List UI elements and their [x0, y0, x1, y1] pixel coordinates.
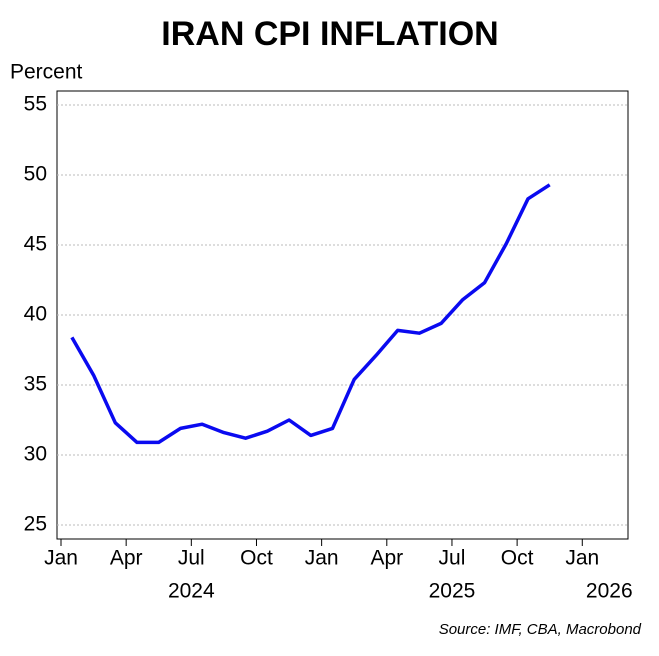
x-tick-label: Jan	[44, 547, 78, 570]
source: Source: IMF, CBA, Macrobond	[439, 621, 642, 638]
x-tick-label: Jan	[305, 547, 339, 570]
y-tick-label: 25	[24, 513, 47, 536]
y-tick-label: 30	[24, 443, 47, 466]
x-tick-label: Oct	[240, 547, 273, 570]
x-tick-label: Jul	[439, 547, 466, 570]
line	[70, 183, 551, 445]
year-label: 2025	[429, 580, 476, 603]
x-tick-label: Jan	[565, 547, 599, 570]
y-tick-label: 45	[24, 233, 47, 256]
x-tick-label: Oct	[501, 547, 534, 570]
y-tick-label: 50	[24, 163, 47, 186]
y-tick-label: 40	[24, 303, 47, 326]
y-tick-label: 55	[24, 93, 47, 116]
x-tick-label: Apr	[110, 547, 143, 570]
x-tick-label: Jul	[178, 547, 205, 570]
x-tick-label: Apr	[370, 547, 403, 570]
year-label: 2026	[586, 580, 633, 603]
y-axis-label: Percent	[10, 61, 83, 84]
chart-title: IRAN CPI INFLATION	[161, 15, 498, 53]
year-label: 2024	[168, 580, 215, 603]
y-tick-label: 35	[24, 373, 47, 396]
